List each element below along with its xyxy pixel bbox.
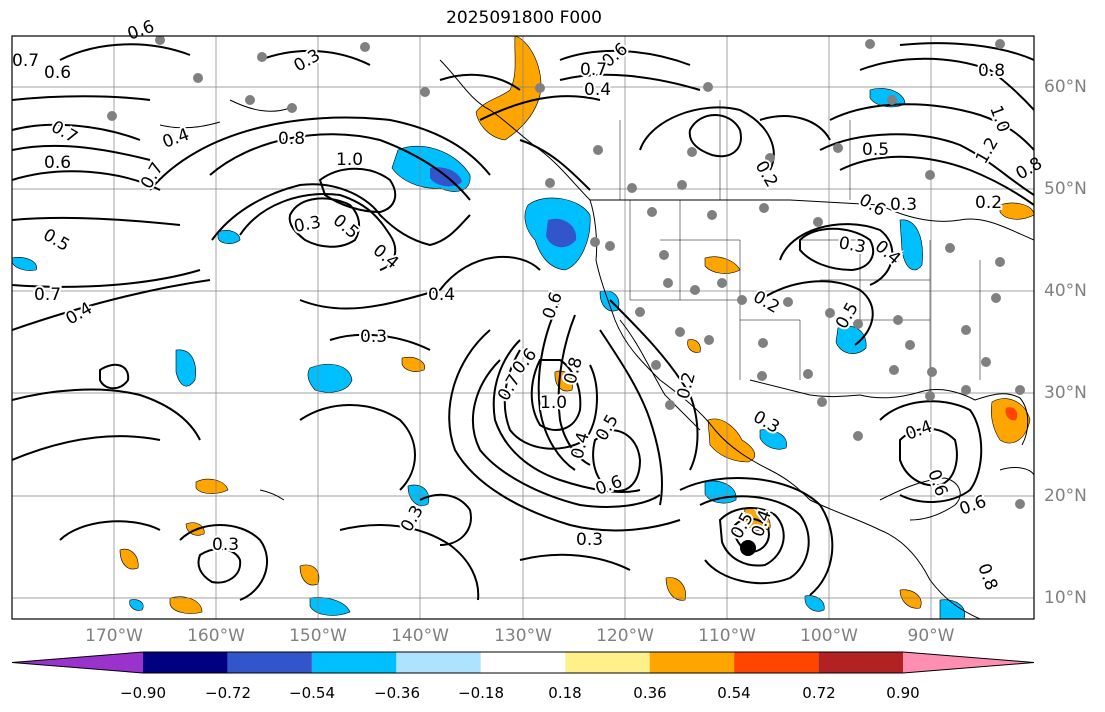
colorbar-tick: 0.72: [802, 684, 836, 702]
shade-patch: [175, 349, 196, 387]
lat-label-30n: 30°N: [1044, 383, 1087, 403]
coastlines: [159, 59, 1034, 619]
shade-patch: [687, 339, 701, 353]
contour-label: 0.8: [278, 129, 305, 149]
shade-patch: [707, 418, 756, 463]
contour-label: 0.3: [576, 530, 603, 550]
shade-patch: [939, 599, 966, 619]
colorbar-segment: [818, 652, 904, 673]
shade-patch: [407, 484, 430, 506]
colorbar-tick: 0.90: [886, 684, 920, 702]
lat-label-10n: 10°N: [1044, 588, 1087, 608]
lat-label-50n: 50°N: [1044, 179, 1087, 199]
colorbar-segment: [649, 652, 735, 673]
plot-title: 2025091800 F000: [446, 8, 602, 28]
colorbar-segment: [480, 652, 566, 673]
lon-label-90w: 90°W: [907, 626, 955, 646]
contour-label: 0.4: [584, 80, 611, 100]
lon-label-120w: 120°W: [596, 626, 654, 646]
colorbar-segment: [734, 652, 819, 673]
colorbar-tick: −0.72: [205, 684, 251, 702]
shade-patch: [401, 357, 426, 372]
shade-patch: [804, 595, 825, 612]
colorbar-tick: 0.54: [717, 684, 751, 702]
colorbar-outline: [11, 651, 1035, 674]
contour-label: 0.5: [862, 140, 889, 160]
lon-label-150w: 150°W: [289, 626, 347, 646]
lat-label-60n: 60°N: [1044, 77, 1087, 97]
map-frame: [11, 35, 1035, 620]
contour-label: 0.7: [12, 51, 39, 71]
shade-patch: [990, 398, 1031, 444]
colorbar-segment: [12, 652, 143, 673]
graticule: [12, 36, 1034, 619]
contour-lines: [12, 42, 1034, 601]
contour-label: 0.6: [44, 63, 71, 83]
station-markers: [107, 36, 1025, 509]
contour-label: 0.2: [975, 193, 1002, 213]
colorbar-segment: [143, 652, 228, 673]
contour-label: 0.3: [890, 195, 917, 215]
colorbar-tick: 0.36: [633, 684, 667, 702]
lon-label-170w: 170°W: [85, 626, 143, 646]
shade-patch: [546, 218, 577, 248]
contour-label: 0.7: [34, 285, 61, 305]
lon-label-110w: 110°W: [698, 626, 756, 646]
shade-patch: [217, 230, 241, 244]
shade-patch: [899, 219, 923, 271]
colorbar: [11, 651, 1035, 674]
colorbar-segment: [565, 652, 650, 673]
contour-label: 0.7: [580, 60, 607, 80]
shade-patch: [307, 364, 353, 393]
colorbar-segment: [396, 652, 481, 673]
colorbar-tick: 0.18: [548, 684, 582, 702]
shade-patch: [119, 548, 139, 570]
shade-patch: [195, 478, 229, 494]
lat-label-20n: 20°N: [1044, 486, 1087, 506]
lat-label-40n: 40°N: [1044, 281, 1087, 301]
contour-label: 0.6: [44, 153, 71, 173]
lon-label-160w: 160°W: [187, 626, 245, 646]
shade-patch: [599, 290, 620, 312]
shade-patch: [759, 429, 787, 450]
colorbar-tick: −0.18: [458, 684, 504, 702]
lon-label-100w: 100°W: [800, 626, 858, 646]
contour-label: 1.0: [336, 150, 363, 170]
shade-patch: [12, 257, 37, 271]
lon-label-140w: 140°W: [391, 626, 449, 646]
shade-patch: [169, 596, 203, 614]
lon-label-130w: 130°W: [494, 626, 552, 646]
colorbar-tick: −0.54: [289, 684, 335, 702]
contour-label: 0.8: [978, 61, 1005, 81]
shade-patch: [899, 589, 922, 609]
contour-label: 0.3: [212, 535, 239, 555]
shade-patch: [129, 599, 144, 611]
colorbar-segment: [903, 652, 1034, 673]
colorbar-tick: −0.90: [120, 684, 166, 702]
colorbar-segment: [311, 652, 397, 673]
colorbar-segment: [227, 652, 312, 673]
contour-label: 1.0: [540, 393, 567, 413]
shade-patch: [665, 577, 686, 601]
contour-label: 0.4: [428, 285, 455, 305]
contour-label: 0.3: [360, 327, 387, 347]
shade-patch: [1005, 407, 1018, 421]
storm-center-marker: [740, 540, 756, 556]
colorbar-tick: −0.36: [374, 684, 420, 702]
shade-patch: [835, 325, 867, 354]
